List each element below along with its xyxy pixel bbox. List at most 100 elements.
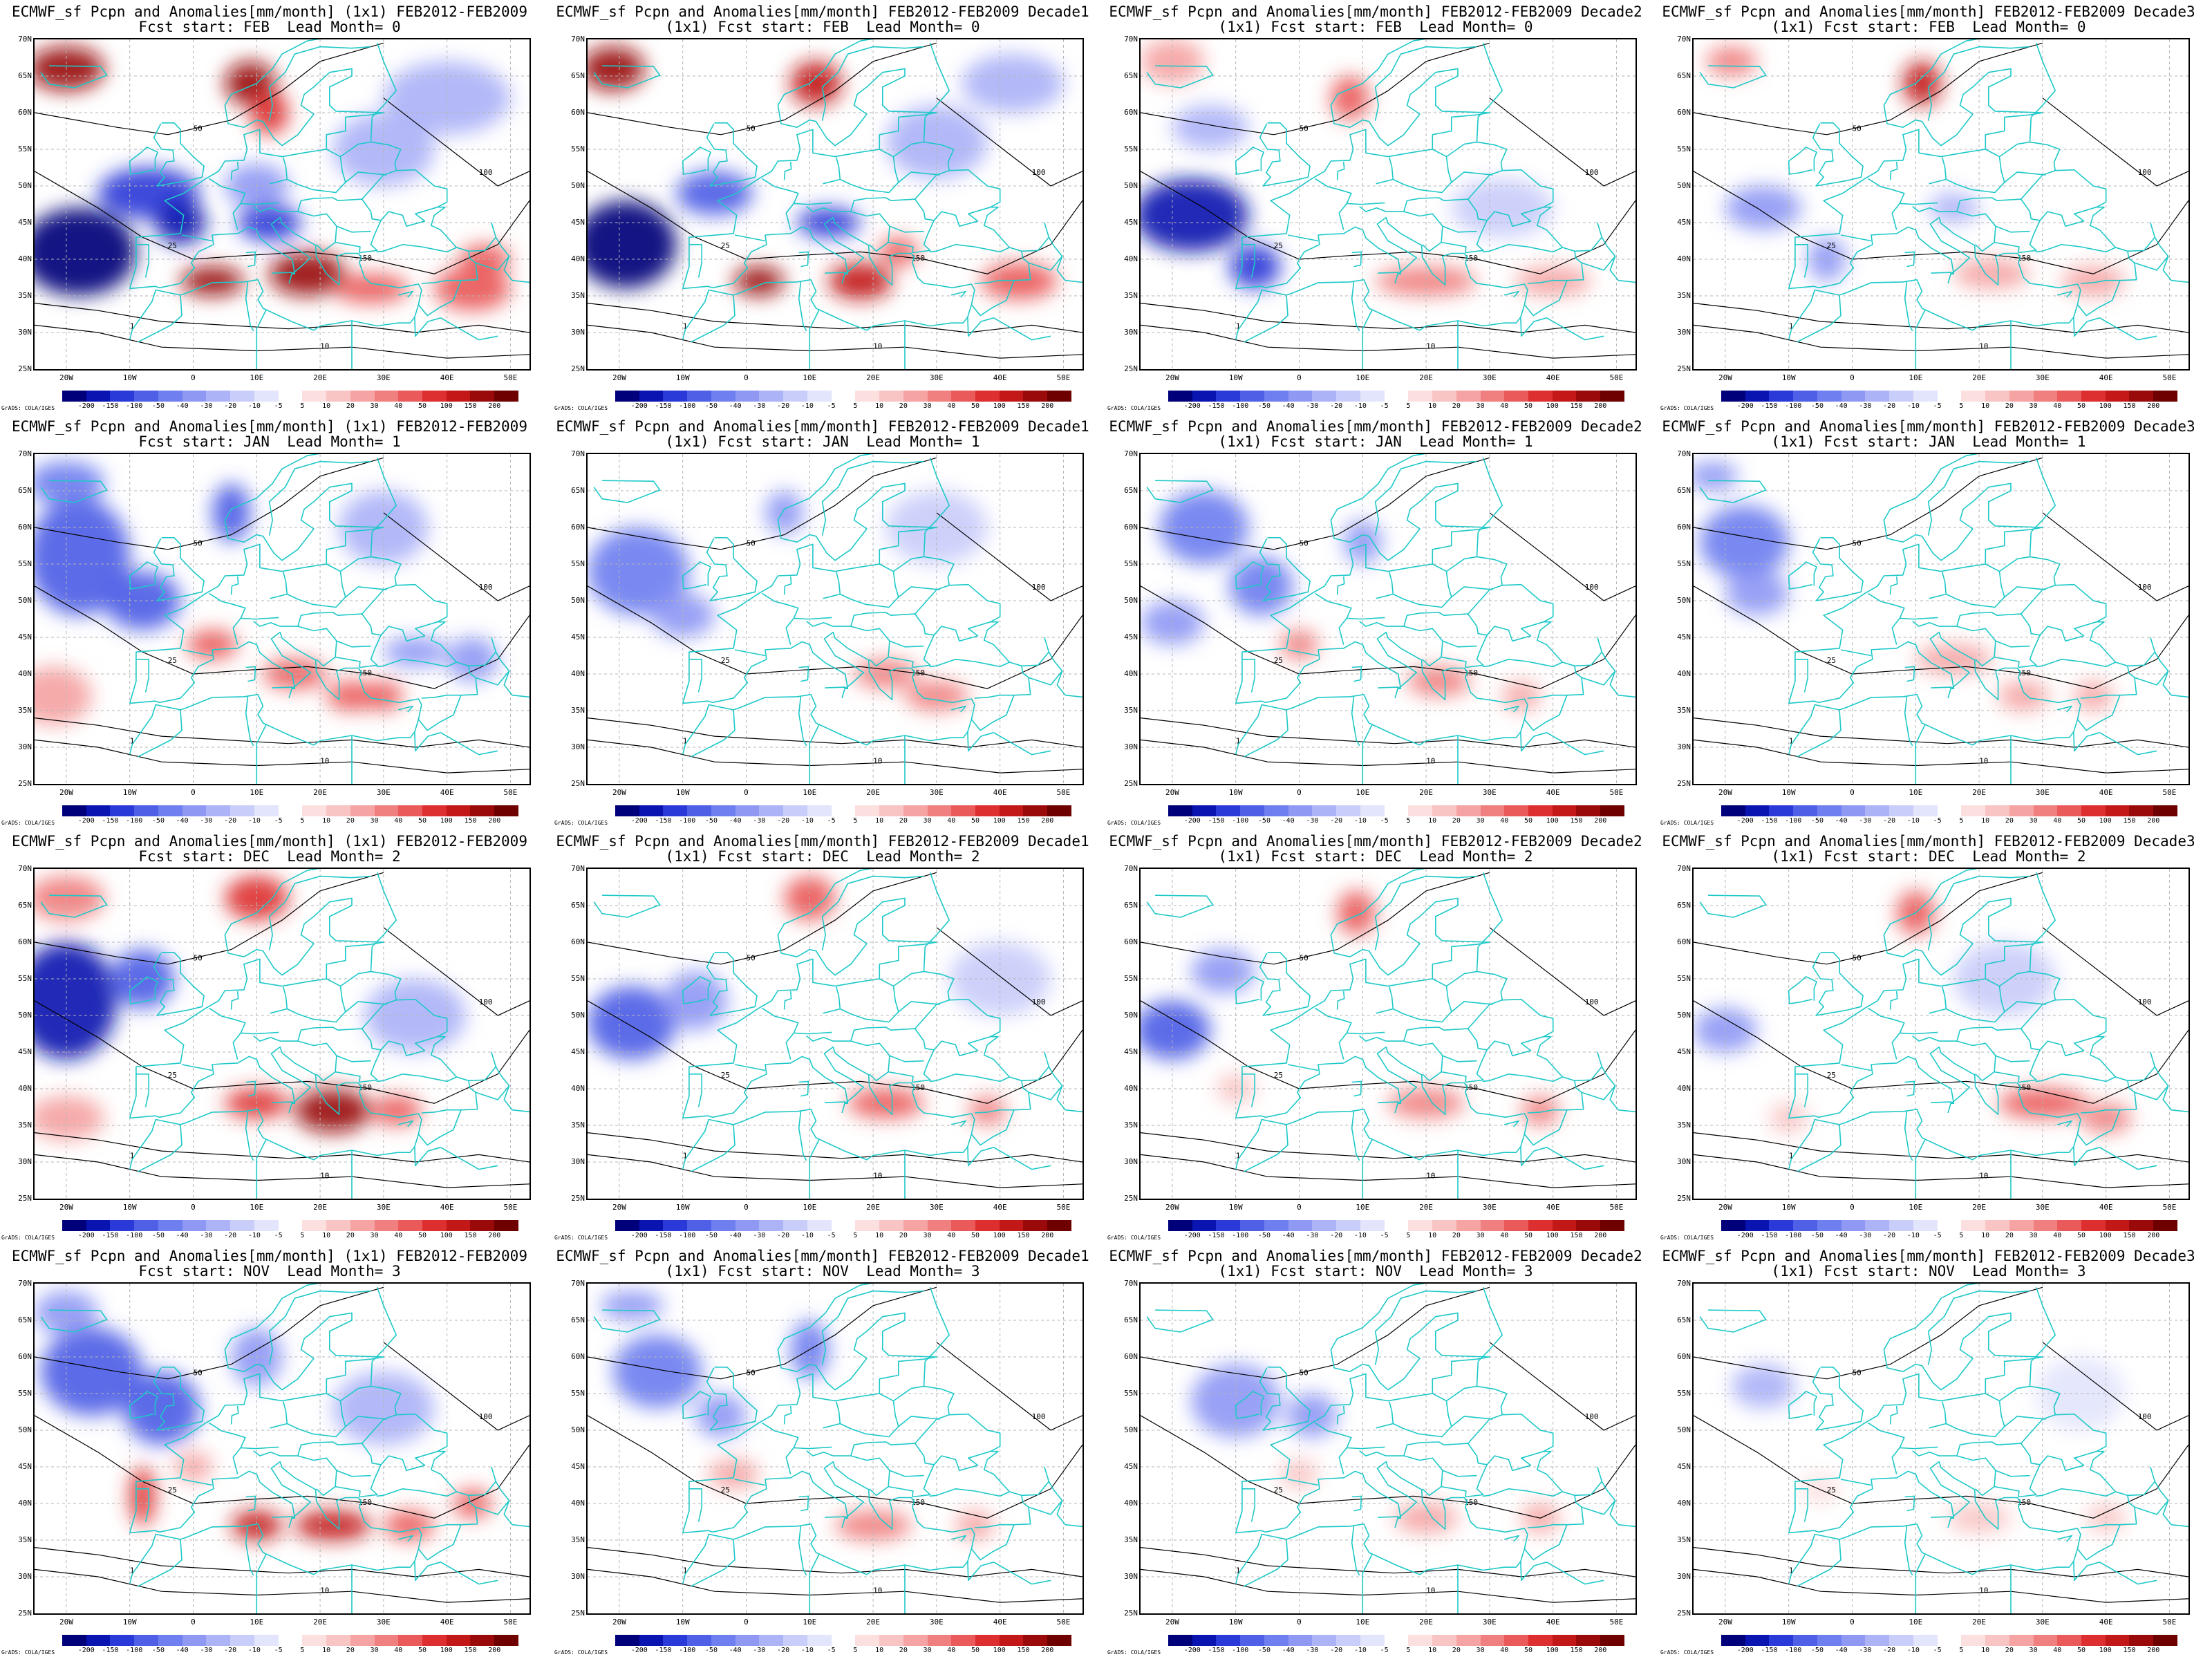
longitude-label: 10E: [803, 373, 817, 382]
grads-credit: GrADS: COLA/IGES: [1, 405, 55, 411]
longitude-label: 30E: [929, 788, 944, 797]
wet-anomaly-area: [35, 1096, 104, 1141]
grads-credit: GrADS: COLA/IGES: [1660, 1235, 1714, 1241]
colorbar-tick-label: 50: [971, 402, 980, 410]
wet-anomaly-area: [1915, 644, 1992, 674]
colorbar-swatch: [1961, 1635, 1986, 1646]
colorbar-swatch: [2129, 1220, 2154, 1231]
latitude-label: 65N: [571, 1315, 585, 1324]
colorbar-swatch: [687, 391, 711, 402]
colorbar-tick-label: 50: [971, 817, 980, 825]
map-frame: 1 10 25 50 100 150: [33, 868, 531, 1200]
latitude-label: 50N: [1124, 181, 1138, 190]
colorbar-tick-label: 200: [488, 817, 501, 825]
latitude-label: 50N: [18, 1011, 32, 1020]
panel-title-line2: (1x1) Fcst start: DEC Lead Month= 2: [1218, 848, 1533, 865]
colorbar-tick-label: 5: [300, 817, 305, 825]
contour-label: 150: [358, 1083, 372, 1092]
panel-title-line2: (1x1) Fcst start: NOV Lead Month= 3: [1771, 1263, 2086, 1280]
colorbar-swatch: [1192, 805, 1217, 816]
colorbar-swatch: [278, 805, 303, 816]
colorbar-tick-label: -40: [1282, 402, 1295, 410]
contour-label: 25: [1827, 656, 1836, 665]
latitude-label: 70N: [1677, 864, 1691, 873]
colorbar-tick-label: -200: [1183, 402, 1201, 410]
colorbar-tick-label: -10: [247, 1647, 261, 1654]
colorbar-swatch: [1721, 805, 1745, 816]
colorbar-swatch: [326, 391, 350, 402]
colorbar-tick-label: -5: [1380, 817, 1389, 825]
longitude-label: 40E: [993, 1618, 1007, 1627]
colorbar-swatch: [903, 391, 928, 402]
contour-label: 10: [1426, 756, 1435, 765]
colorbar-tick-label: 10: [1428, 1232, 1437, 1239]
colorbar-tick-label: 200: [1594, 1232, 1607, 1239]
colorbar-swatch: [350, 805, 375, 816]
colorbar-swatch: [855, 1635, 880, 1646]
colorbar: [1168, 1220, 1624, 1231]
longitude-label: 0: [744, 373, 749, 382]
latitude-label: 70N: [1124, 1279, 1138, 1288]
colorbar-swatch: [1504, 1220, 1529, 1231]
wet-anomaly-area: [1998, 681, 2049, 711]
longitude-label: 20E: [313, 788, 327, 797]
grads-credit: GrADS: COLA/IGES: [1, 1235, 55, 1241]
colorbar-swatch: [1023, 391, 1048, 402]
colorbar-swatch: [2105, 805, 2130, 816]
colorbar-swatch: [1937, 391, 1962, 402]
colorbar-tick-label: 20: [899, 1232, 908, 1239]
longitude-label: 50E: [2162, 1203, 2177, 1212]
colorbar-tick-label: 30: [1476, 817, 1485, 825]
colorbar-swatch: [807, 805, 832, 816]
colorbar-swatch: [110, 391, 135, 402]
dry-anomaly-area: [695, 1394, 747, 1438]
colorbar-swatch: [494, 391, 518, 402]
longitude-label: 30E: [1482, 788, 1497, 797]
contour-label: 100: [1585, 1412, 1599, 1421]
colorbar-tick-label: -20: [1883, 817, 1896, 825]
colorbar-tick-label: -50: [151, 402, 165, 410]
wet-anomaly-area: [35, 876, 104, 921]
latitude-label: 45N: [1677, 632, 1691, 641]
dry-anomaly-area: [676, 171, 753, 216]
panel-title-line1: ECMWF_sf Pcpn and Anomalies[mm/month] FE…: [1109, 833, 1642, 850]
longitude-label: 40E: [1546, 373, 1560, 382]
latitude-label: 35N: [1124, 1121, 1138, 1130]
dry-anomaly-area: [600, 1291, 664, 1320]
wet-anomaly-area: [1801, 1474, 1840, 1503]
colorbar-swatch: [687, 1635, 711, 1646]
colorbar-tick-label: -200: [630, 1232, 648, 1239]
coastlines-and-borders: [1146, 454, 1635, 784]
colorbar-tick-label: -20: [1330, 1232, 1343, 1239]
latitude-label: 45N: [1124, 1462, 1138, 1471]
longitude-label: 40E: [993, 788, 1007, 797]
latitude-label: 70N: [1677, 1279, 1691, 1288]
colorbar-swatch: [1937, 805, 1962, 816]
longitude-label: 20E: [1972, 373, 1986, 382]
longitude-label: 30E: [376, 373, 391, 382]
longitude-label: 0: [744, 1618, 749, 1627]
latitude-label: 30N: [18, 328, 32, 337]
map-frame: 1 10 25 50 100 150: [586, 1282, 1084, 1615]
colorbar-tick-label: -30: [1306, 1647, 1319, 1654]
contour-label: 50: [747, 1369, 756, 1378]
colorbar-tick-label: -5: [274, 817, 283, 825]
longitude-label: 0: [191, 1203, 196, 1212]
longitude-label: 50E: [1609, 788, 1624, 797]
longitude-label: 20E: [313, 1618, 327, 1627]
colorbar-swatch: [1889, 1635, 1913, 1646]
latitude-label: 35N: [1677, 291, 1691, 300]
colorbar-swatch: [62, 391, 86, 402]
longitude-label: 10E: [1909, 1203, 1923, 1212]
colorbar-swatch: [1288, 1635, 1313, 1646]
longitude-label: 10W: [675, 373, 690, 382]
dry-anomaly-area: [212, 483, 251, 543]
contour-label: 1: [1789, 1566, 1794, 1575]
colorbar-tick-label: 40: [947, 1647, 956, 1654]
contour-label: 1: [1789, 1152, 1794, 1161]
latitude-label: 70N: [1124, 864, 1138, 873]
colorbar-tick-label: -5: [1380, 1232, 1389, 1239]
colorbar-swatch: [1793, 1635, 1817, 1646]
dry-anomaly-area: [111, 949, 174, 1009]
latitude-label: 45N: [18, 1462, 32, 1471]
